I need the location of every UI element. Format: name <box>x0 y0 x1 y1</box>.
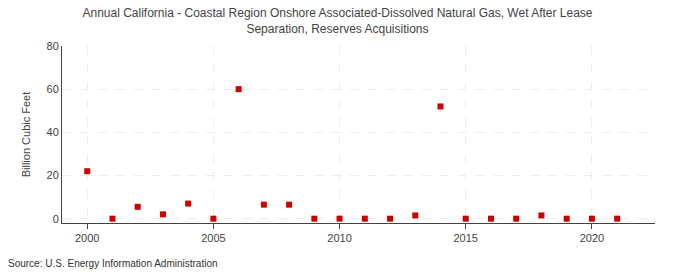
svg-text:Annual California - Coastal Re: Annual California - Coastal Region Onsho… <box>82 6 592 36</box>
svg-text:80: 80 <box>47 40 59 52</box>
svg-text:60: 60 <box>47 83 59 95</box>
svg-text:20: 20 <box>47 169 59 181</box>
svg-text:Billion Cubic Feet: Billion Cubic Feet <box>20 92 32 178</box>
svg-text:2020: 2020 <box>580 232 604 244</box>
svg-text:2000: 2000 <box>75 232 99 244</box>
svg-text:2015: 2015 <box>453 232 477 244</box>
svg-text:2010: 2010 <box>327 232 351 244</box>
svg-text:2005: 2005 <box>201 232 225 244</box>
svg-text:Source: U.S. Energy Informatio: Source: U.S. Energy Information Administ… <box>8 258 218 269</box>
svg-text:0: 0 <box>53 213 59 225</box>
svg-text:40: 40 <box>47 126 59 138</box>
